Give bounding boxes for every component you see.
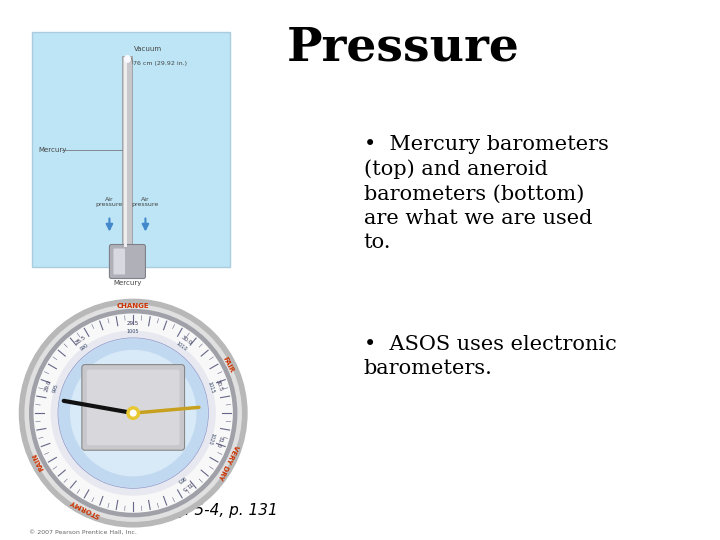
Text: Mercury: Mercury — [38, 147, 67, 153]
Text: 29.0: 29.0 — [43, 379, 52, 392]
Circle shape — [35, 314, 232, 512]
Circle shape — [130, 410, 136, 416]
Text: 1010: 1010 — [175, 341, 188, 353]
Text: •  Mercury barometers
(top) and aneroid
barometers (bottom)
are what we are used: • Mercury barometers (top) and aneroid b… — [364, 135, 608, 252]
FancyBboxPatch shape — [114, 248, 125, 274]
Text: © 2007 Pearson Prentice Hall, Inc.: © 2007 Pearson Prentice Hall, Inc. — [29, 530, 137, 535]
Text: 31.0: 31.0 — [215, 434, 223, 448]
Circle shape — [30, 309, 237, 517]
Text: 30.0: 30.0 — [179, 335, 192, 346]
Text: Air
pressure: Air pressure — [132, 197, 159, 207]
Text: CHANGE: CHANGE — [117, 303, 150, 309]
Text: 995: 995 — [52, 383, 59, 393]
Text: 990: 990 — [80, 342, 90, 352]
Bar — [32, 32, 230, 267]
Text: Mercury: Mercury — [113, 280, 142, 286]
Circle shape — [51, 331, 215, 495]
Text: 1005: 1005 — [127, 329, 140, 334]
Text: 31.5: 31.5 — [179, 480, 192, 491]
Bar — [124, 58, 127, 246]
Text: RAIN: RAIN — [31, 452, 45, 471]
Circle shape — [127, 407, 140, 420]
Text: Vacuum: Vacuum — [133, 46, 161, 52]
Text: 1020: 1020 — [207, 431, 215, 445]
Text: 30.5: 30.5 — [215, 379, 223, 392]
Text: •  ASOS uses electronic
barometers.: • ASOS uses electronic barometers. — [364, 335, 616, 378]
Text: VERY DRY: VERY DRY — [217, 443, 240, 480]
Text: Air
pressure: Air pressure — [96, 197, 123, 207]
Text: 76 cm (29.92 in.): 76 cm (29.92 in.) — [133, 62, 187, 66]
Text: FAIR: FAIR — [222, 355, 235, 374]
FancyBboxPatch shape — [87, 369, 179, 445]
Text: 28.5: 28.5 — [74, 335, 87, 346]
Circle shape — [19, 299, 247, 527]
FancyBboxPatch shape — [109, 245, 145, 279]
Bar — [122, 56, 132, 248]
Text: 1015: 1015 — [207, 381, 215, 395]
Text: STORMY: STORMY — [68, 498, 101, 518]
Circle shape — [59, 339, 207, 487]
Circle shape — [71, 350, 196, 476]
Text: Fig. 5-4, p. 131: Fig. 5-4, p. 131 — [162, 503, 277, 518]
Text: Pressure: Pressure — [287, 24, 520, 70]
Text: 29.5: 29.5 — [127, 321, 140, 326]
Ellipse shape — [124, 55, 131, 63]
FancyBboxPatch shape — [82, 364, 184, 450]
Circle shape — [25, 305, 241, 521]
Text: 985: 985 — [176, 475, 186, 484]
